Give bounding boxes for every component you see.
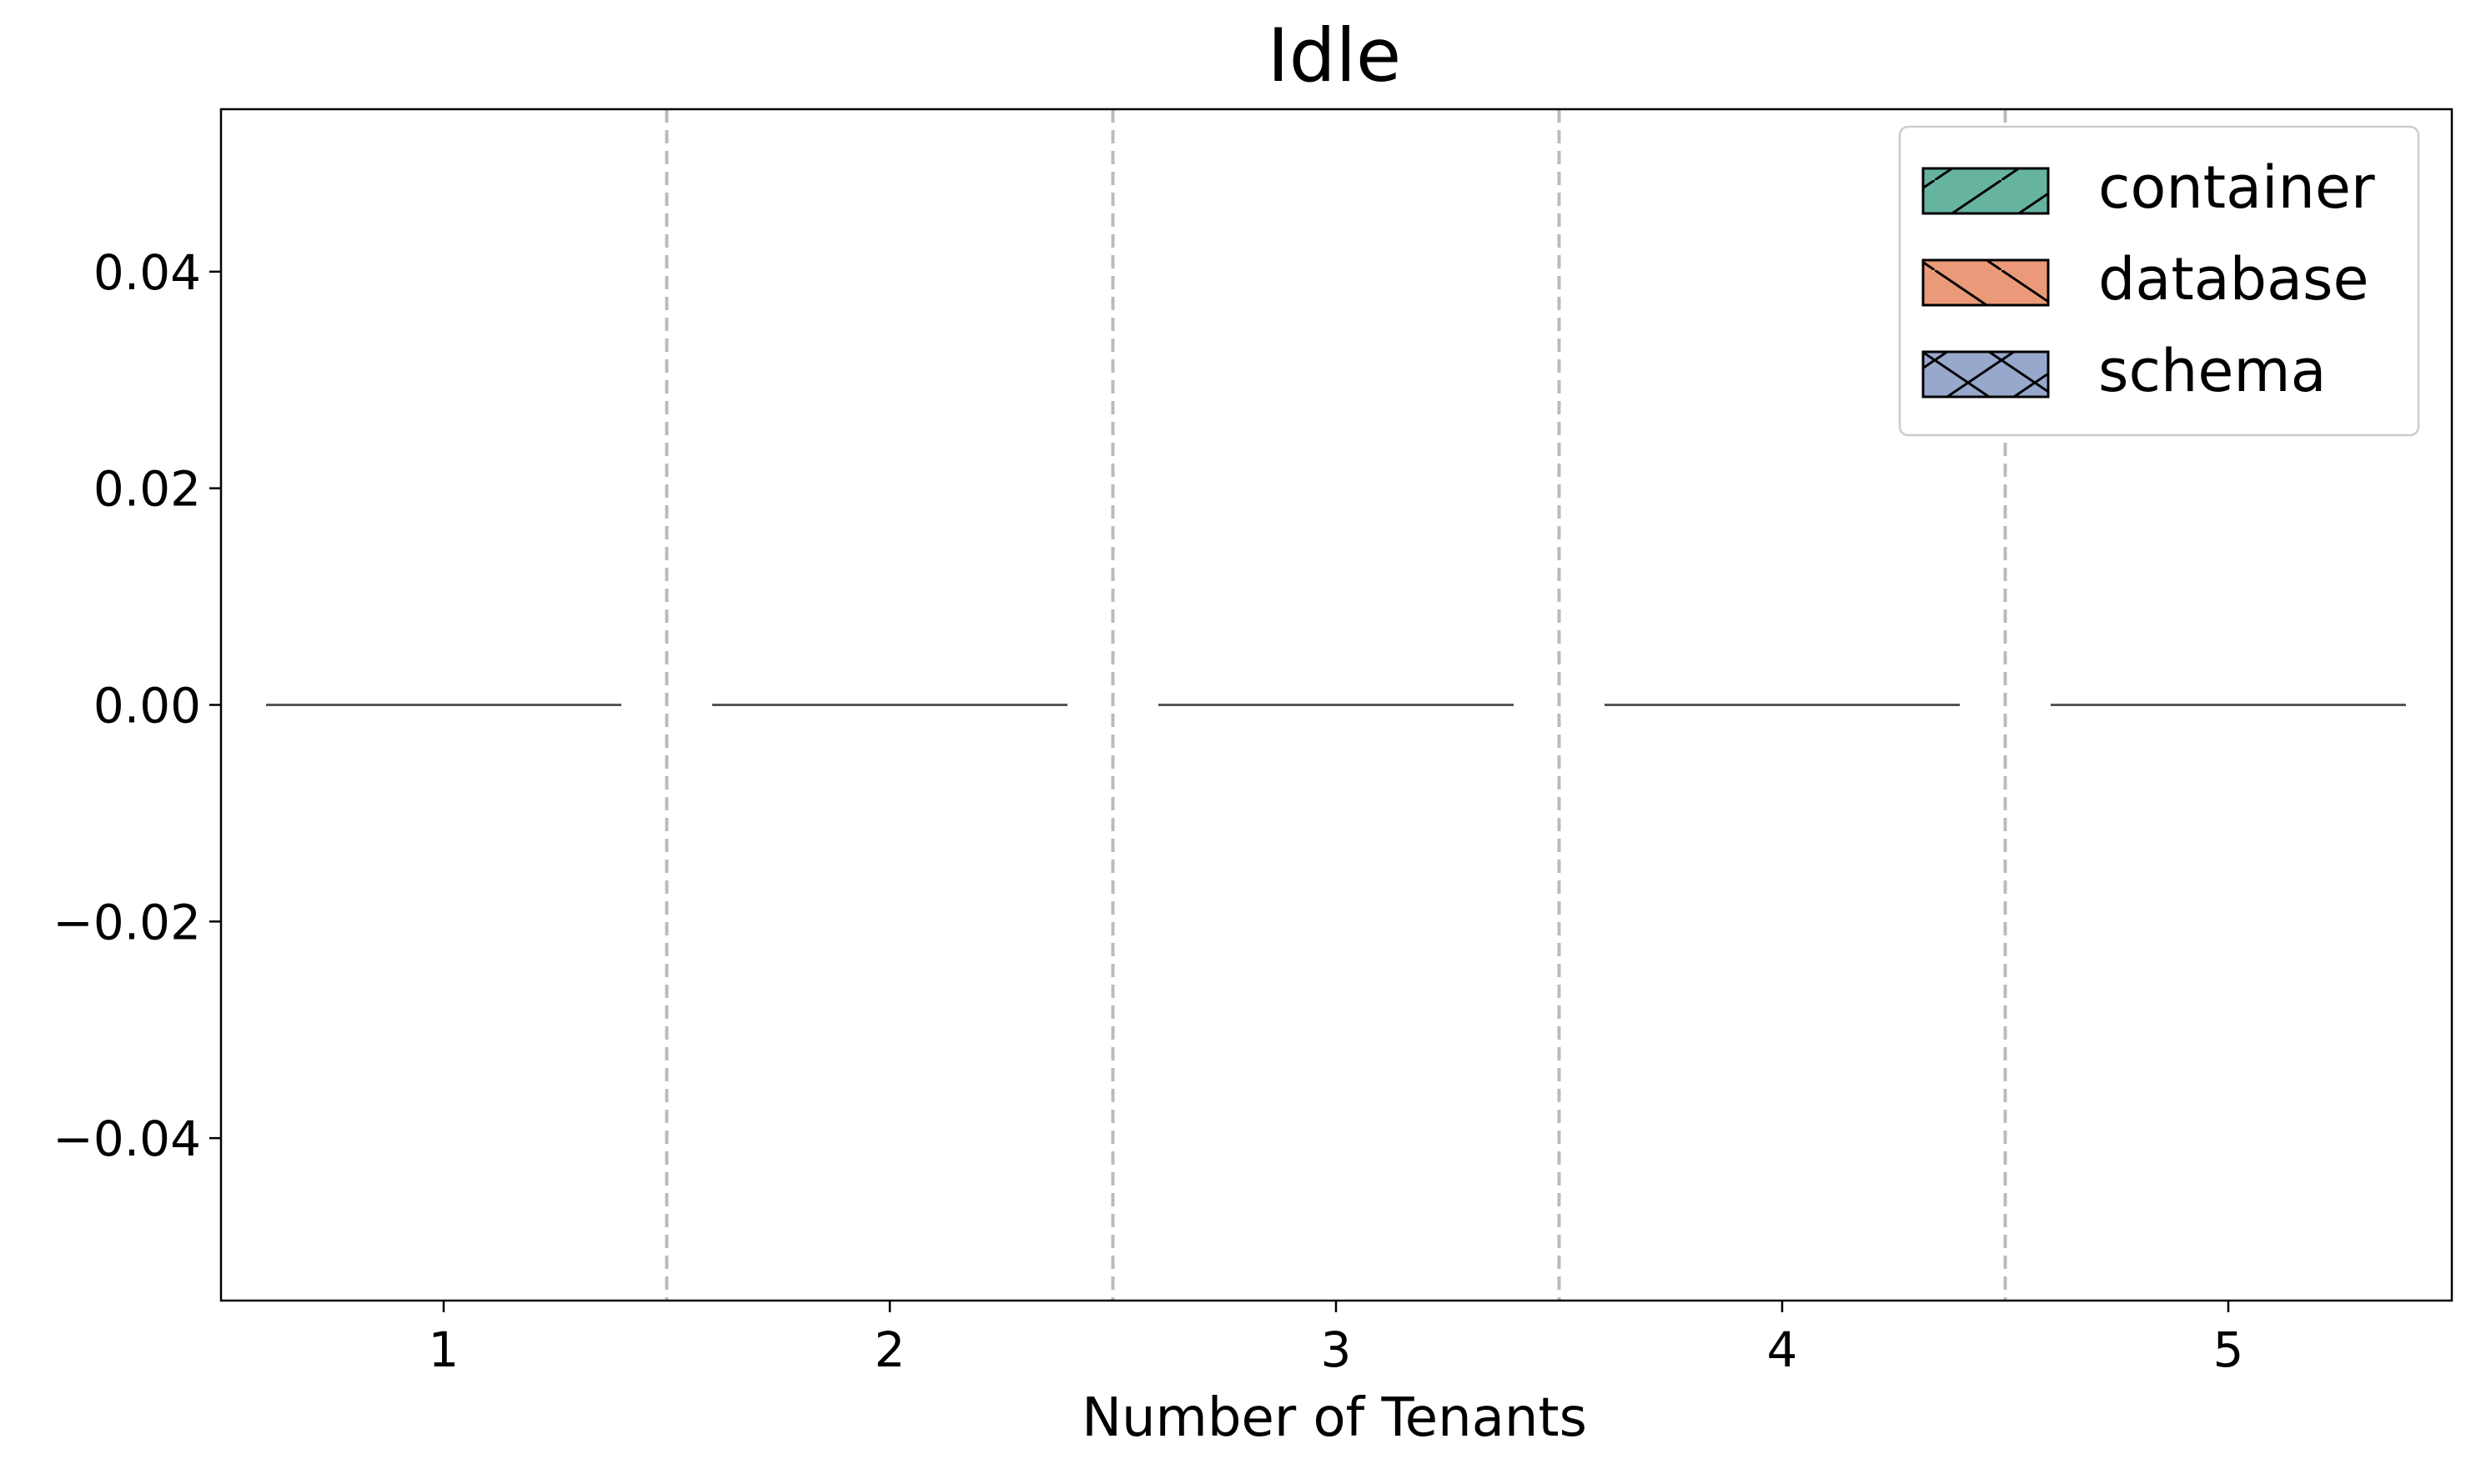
legend-swatch-hatch bbox=[1921, 258, 2050, 307]
legend-swatch-hatch bbox=[1921, 350, 2050, 399]
x-axis: 1 2 3 4 5 bbox=[429, 1301, 2244, 1378]
legend-swatch-hatch bbox=[1921, 167, 2050, 215]
legend-item-schema: schema bbox=[1921, 337, 2326, 405]
legend-label: database bbox=[2098, 245, 2369, 313]
x-tick-label: 4 bbox=[1767, 1321, 1798, 1378]
legend-label: schema bbox=[2098, 337, 2326, 405]
x-tick-label: 1 bbox=[429, 1321, 460, 1378]
x-tick-label: 3 bbox=[1321, 1321, 1352, 1378]
x-tick-label: 2 bbox=[875, 1321, 906, 1378]
y-tick-label: −0.02 bbox=[53, 894, 201, 950]
x-tick-label: 5 bbox=[2213, 1321, 2244, 1378]
y-axis: 0.04 0.02 0.00 −0.02 −0.04 bbox=[53, 244, 221, 1167]
legend-item-container: container bbox=[1921, 153, 2375, 222]
legend: container database schema bbox=[1898, 125, 2420, 437]
x-axis-label: Number of Tenants bbox=[1082, 1387, 1587, 1449]
legend-item-database: database bbox=[1921, 245, 2369, 313]
y-tick-label: 0.02 bbox=[93, 461, 201, 518]
y-tick-label: 0.00 bbox=[93, 678, 201, 734]
y-tick-label: −0.04 bbox=[53, 1110, 201, 1167]
chart-title: Idle bbox=[1268, 13, 1401, 98]
y-tick-label: 0.04 bbox=[93, 244, 201, 301]
legend-label: container bbox=[2098, 153, 2375, 222]
